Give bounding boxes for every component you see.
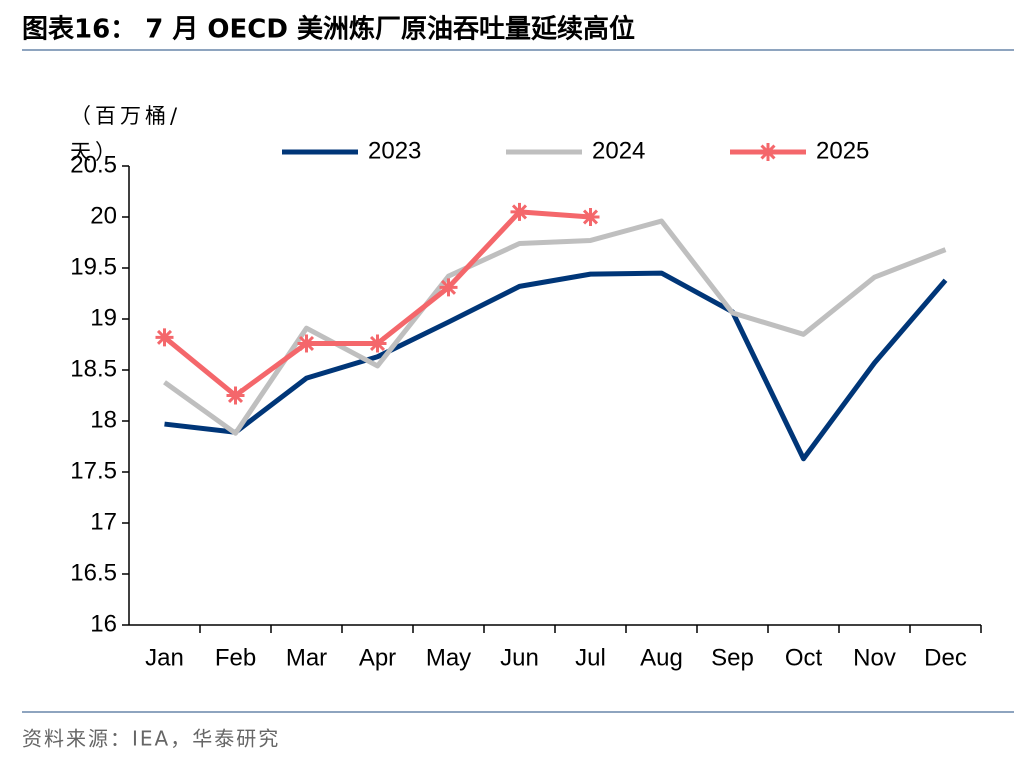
series-line (163, 218, 947, 436)
marker-stroke (298, 335, 315, 352)
x-tick-label: Apr (359, 644, 396, 671)
x-tick-label: Dec (924, 644, 967, 671)
point-marker (155, 328, 174, 347)
marker-stroke (511, 204, 528, 220)
series-line (164, 270, 948, 462)
x-tick-label: Oct (785, 644, 823, 671)
legend-label: 2024 (592, 137, 645, 164)
x-tick-label: Nov (853, 644, 896, 671)
y-tick-label: 19 (90, 304, 117, 331)
chart-title: 图表16： 7 月 OECD 美洲炼厂原油吞吐量延续高位 (22, 14, 635, 45)
x-tick-label: Feb (215, 644, 256, 671)
y-tick-label: 16.5 (70, 559, 117, 586)
y-axis-label: （百万桶/天） (70, 104, 182, 164)
y-tick-label: 18 (90, 406, 117, 433)
point-marker (368, 334, 387, 353)
point-marker (226, 386, 245, 405)
y-tick-label: 17 (90, 508, 117, 535)
x-tick-label: Jul (575, 644, 606, 671)
marker-stroke (369, 335, 386, 352)
y-tick-label: 19.5 (70, 253, 117, 280)
x-tick-label: Jun (500, 644, 539, 671)
x-tick-label: Sep (711, 644, 754, 671)
y-tick-label: 20.5 (70, 151, 117, 178)
legend-label: 2025 (816, 137, 869, 164)
marker-stroke (227, 387, 244, 404)
legend-label: 2023 (368, 137, 421, 164)
point-marker (439, 278, 458, 297)
x-tick-label: Jan (145, 644, 184, 671)
x-tick-label: Mar (286, 644, 327, 671)
y-label-box: （百万桶/天） (70, 104, 182, 164)
point-marker (581, 208, 600, 226)
marker-stroke (760, 144, 776, 160)
marker-stroke (440, 279, 457, 295)
x-tick-label: May (426, 644, 471, 671)
y-tick-label: 18.5 (70, 355, 117, 382)
x-tick-label: Aug (640, 644, 683, 671)
y-tick-label: 17.5 (70, 457, 117, 484)
y-tick-label: 16 (90, 610, 117, 637)
point-marker (297, 334, 316, 353)
marker-stroke (582, 209, 599, 225)
marker-stroke (156, 329, 173, 345)
source: 资料来源：IEA，华泰研究 (22, 727, 280, 751)
y-tick-label: 20 (90, 202, 117, 229)
point-marker (510, 202, 529, 221)
legend-marker (759, 143, 777, 161)
